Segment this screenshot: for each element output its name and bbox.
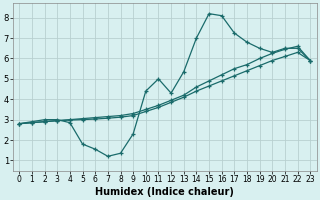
X-axis label: Humidex (Indice chaleur): Humidex (Indice chaleur) [95, 187, 234, 197]
